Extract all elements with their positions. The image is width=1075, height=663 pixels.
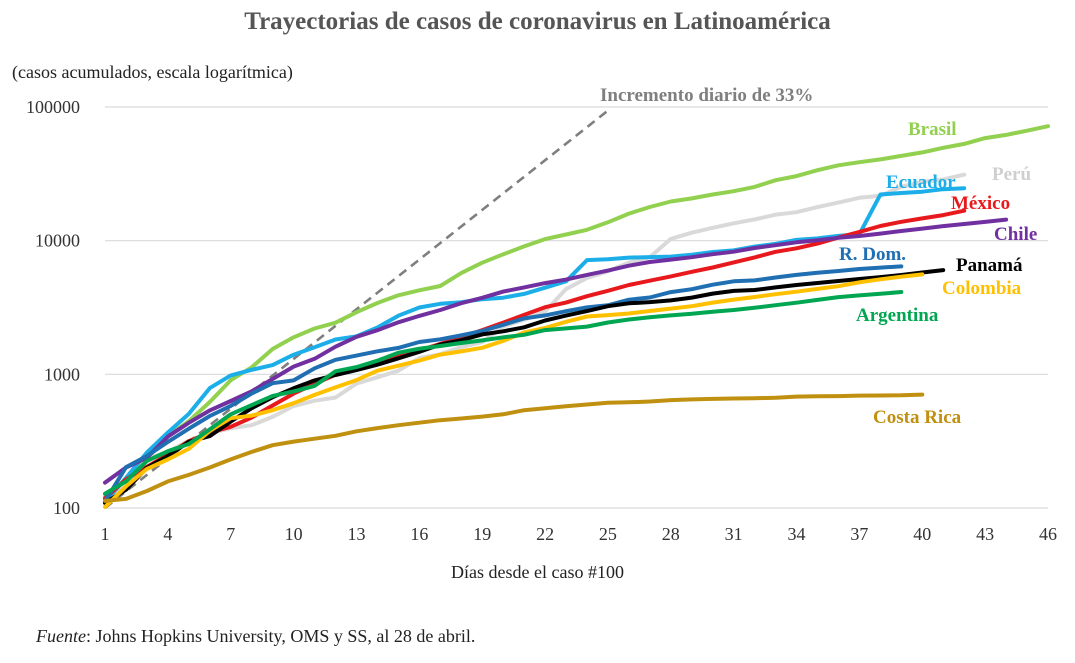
x-tick-label: 46	[1039, 524, 1057, 544]
series-label-chile: Chile	[994, 224, 1037, 245]
x-tick-label: 10	[285, 524, 303, 544]
x-tick-label: 4	[163, 524, 172, 544]
y-tick-label: 1000	[44, 364, 80, 384]
series-line-r-dom	[103, 264, 904, 504]
x-tick-label: 28	[662, 524, 680, 544]
x-tick-label: 34	[788, 524, 806, 544]
series-label-per: Perú	[992, 164, 1031, 185]
x-tick-label: 22	[536, 524, 554, 544]
x-axis-label: Días desde el caso #100	[451, 562, 624, 582]
series-line-ecuador	[103, 186, 967, 504]
chart-title: Trayectorias de casos de coronavirus en …	[244, 8, 831, 35]
series-line-brasil	[103, 124, 1050, 499]
series-label-m-xico: México	[951, 193, 1010, 214]
reference-line-label: Incremento diario de 33%	[600, 85, 813, 106]
x-tick-label: 16	[410, 524, 428, 544]
x-tick-label: 13	[347, 524, 365, 544]
x-tick-label: 1	[101, 524, 110, 544]
source-text: : Johns Hopkins University, OMS y SS, al…	[85, 626, 476, 646]
series-label-panam: Panamá	[956, 255, 1023, 276]
series-line-panam	[103, 268, 946, 505]
series-label-brasil: Brasil	[908, 119, 957, 140]
x-tick-label: 25	[599, 524, 617, 544]
series-line-costa-rica	[103, 392, 925, 503]
series-line-m-xico	[103, 208, 967, 501]
series-line-colombia	[103, 272, 925, 509]
y-tick-label: 100000	[26, 97, 80, 117]
series-line-chile	[103, 217, 1009, 485]
series-label-r-dom: R. Dom.	[839, 244, 906, 265]
series-label-colombia: Colombia	[942, 278, 1022, 299]
series-label-ecuador: Ecuador	[886, 172, 956, 193]
x-tick-label: 7	[226, 524, 235, 544]
x-tick-label: 19	[473, 524, 491, 544]
source-note: Fuente: Johns Hopkins University, OMS y …	[36, 626, 475, 647]
y-tick-label: 10000	[35, 231, 80, 251]
chart-subtitle: (casos acumulados, escala logarítmica)	[12, 62, 293, 82]
series-label-costa-rica: Costa Rica	[873, 407, 962, 428]
x-tick-label: 40	[913, 524, 931, 544]
series-label-argentina: Argentina	[856, 305, 939, 326]
x-tick-label: 31	[725, 524, 743, 544]
x-tick-label: 43	[976, 524, 994, 544]
x-tick-label: 37	[850, 524, 868, 544]
source-italic: Fuente	[36, 626, 86, 646]
y-tick-label: 100	[53, 498, 80, 518]
series-line-per	[103, 172, 967, 501]
series-line-argentina	[103, 290, 904, 496]
